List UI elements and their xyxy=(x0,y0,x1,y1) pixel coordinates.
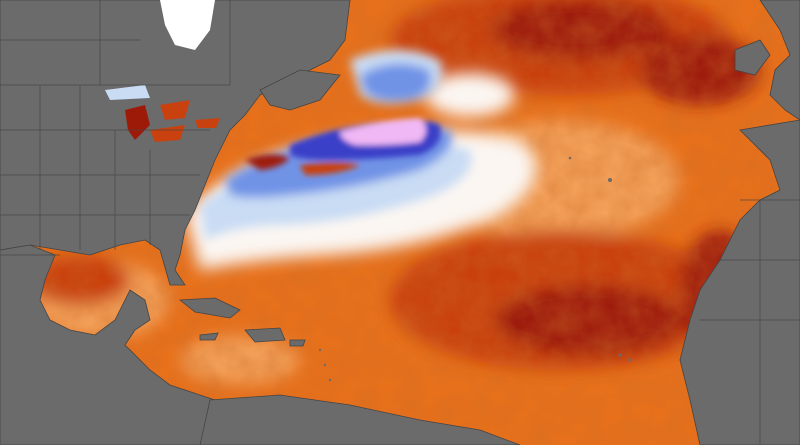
africa-land xyxy=(679,119,800,445)
gulf-stream-warm-eddy xyxy=(245,154,290,170)
labrador-cool xyxy=(360,63,431,102)
cape-verde-island xyxy=(628,358,632,362)
lake-michigan xyxy=(125,105,150,140)
puerto-rico-land xyxy=(289,339,306,347)
lesser-antilles-island xyxy=(328,378,332,382)
hispaniola-land xyxy=(244,327,286,343)
cape-verde-island xyxy=(618,353,622,357)
cuba-land xyxy=(178,297,241,319)
neutral-patch-north xyxy=(425,73,515,117)
lake-ontario xyxy=(195,118,220,128)
lake-superior xyxy=(105,85,150,100)
islands-layer xyxy=(318,156,632,382)
jamaica-land xyxy=(199,332,219,341)
lakes-layer xyxy=(105,0,220,142)
lesser-antilles-island xyxy=(323,363,327,367)
lesser-antilles-island xyxy=(318,348,322,352)
lake-huron xyxy=(160,100,190,120)
hudson-bay-ice xyxy=(160,0,215,50)
south-america-land xyxy=(199,394,521,445)
europe-land xyxy=(759,0,800,121)
gulf-stream-warm-filament xyxy=(300,162,360,175)
lake-erie xyxy=(150,125,185,142)
island xyxy=(568,156,572,160)
ireland-land xyxy=(734,39,771,76)
azores-island xyxy=(608,178,612,182)
coldest-core xyxy=(340,118,426,146)
newfoundland-land xyxy=(259,69,341,111)
